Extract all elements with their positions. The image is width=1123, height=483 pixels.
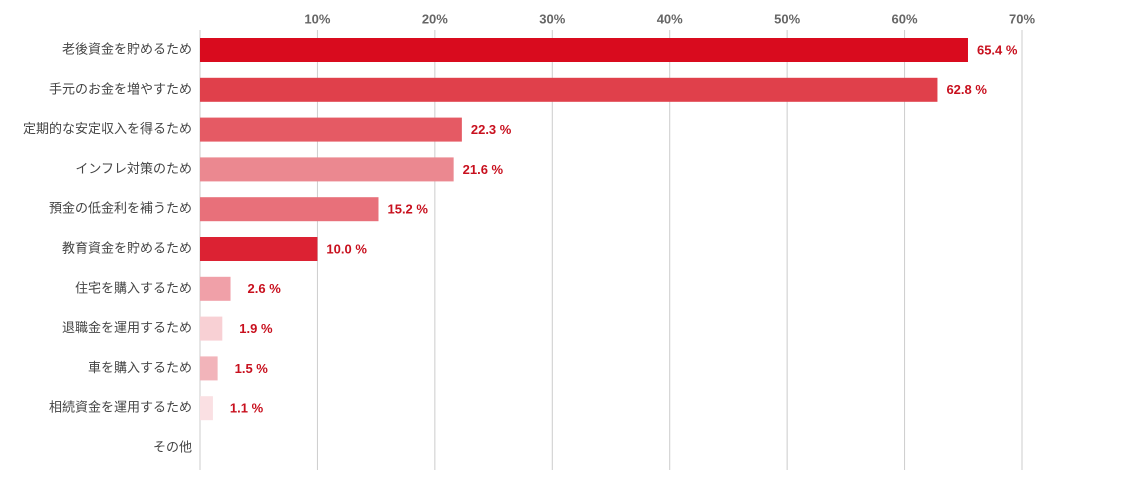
value-label: 10.0 %	[326, 241, 367, 256]
category-label: インフレ対策のため	[75, 161, 192, 177]
bar	[200, 316, 223, 341]
category-label: 教育資金を貯めるため	[62, 241, 192, 257]
value-label: 1.5 %	[235, 361, 269, 376]
category-label: 住宅を購入するため	[75, 281, 192, 296]
value-label: 21.6 %	[463, 162, 504, 177]
bar	[200, 396, 213, 421]
category-label: 老後資金を貯めるため	[62, 42, 192, 58]
bar	[200, 117, 462, 142]
x-tick-label: 60%	[892, 11, 918, 26]
category-label: 退職金を運用するため	[62, 320, 192, 336]
x-tick-label: 50%	[774, 11, 800, 26]
category-label: 相続資金を運用するため	[49, 400, 192, 416]
category-label: 車を購入するため	[88, 361, 192, 376]
bar	[200, 197, 379, 222]
category-label: その他	[153, 441, 192, 456]
value-label: 2.6 %	[248, 281, 282, 296]
bar	[200, 38, 968, 62]
x-tick-label: 30%	[539, 11, 565, 26]
bar	[200, 77, 938, 102]
value-label: 22.3 %	[471, 122, 512, 137]
x-tick-label: 20%	[422, 11, 448, 26]
bar	[200, 237, 318, 261]
category-label: 預金の低金利を補うため	[49, 201, 192, 217]
category-label: 手元のお金を増やすため	[49, 81, 192, 97]
value-label: 1.1 %	[230, 401, 264, 416]
x-tick-label: 10%	[304, 11, 330, 26]
value-label: 62.8 %	[946, 82, 987, 97]
value-label: 1.9 %	[239, 321, 273, 336]
value-label: 65.4 %	[977, 42, 1018, 57]
bar	[200, 276, 231, 301]
bar	[200, 356, 218, 381]
value-label: 15.2 %	[387, 202, 428, 217]
category-label: 定期的な安定収入を得るため	[23, 121, 192, 137]
x-tick-label: 70%	[1009, 11, 1035, 26]
x-tick-label: 40%	[657, 11, 683, 26]
bar	[200, 157, 454, 182]
